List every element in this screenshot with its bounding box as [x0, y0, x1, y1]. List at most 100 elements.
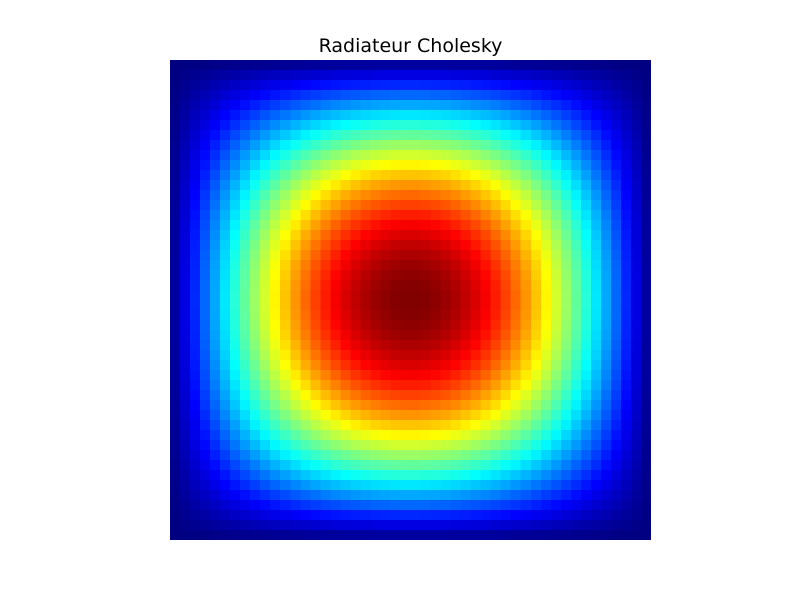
heatmap-cell	[220, 250, 231, 261]
heatmap-cell	[410, 180, 422, 191]
heatmap-cell	[500, 190, 512, 201]
heatmap-cell	[430, 400, 442, 411]
heatmap-cell	[350, 430, 361, 441]
heatmap-cell	[210, 290, 221, 301]
heatmap-cell	[580, 150, 592, 161]
heatmap-cell	[510, 370, 522, 381]
heatmap-cell	[240, 70, 251, 81]
heatmap-cell	[420, 210, 432, 221]
heatmap-cell	[290, 300, 301, 311]
heatmap-cell	[410, 360, 422, 371]
heatmap-cell	[470, 100, 482, 111]
heatmap-cell	[610, 300, 622, 311]
heatmap-cell	[470, 210, 482, 221]
heatmap-cell	[340, 330, 351, 341]
heatmap-cell	[260, 490, 271, 501]
heatmap-cell	[270, 80, 281, 91]
heatmap-cell	[520, 340, 532, 351]
heatmap-cell	[280, 520, 291, 531]
heatmap-cell	[510, 410, 522, 421]
heatmap-cell	[520, 320, 532, 331]
heatmap-cell	[350, 410, 361, 421]
heatmap-cell	[580, 280, 592, 291]
heatmap-cell	[200, 300, 211, 311]
heatmap-cell	[330, 270, 341, 281]
heatmap-cell	[390, 390, 402, 401]
heatmap-cell	[310, 90, 321, 101]
heatmap-cell	[620, 390, 632, 401]
heatmap-cell	[380, 350, 392, 361]
heatmap-cell	[570, 160, 582, 171]
heatmap-cell	[360, 250, 372, 261]
heatmap-cell	[520, 310, 532, 321]
heatmap-cell	[630, 150, 642, 161]
heatmap-cell	[530, 140, 542, 151]
heatmap-cell	[460, 270, 472, 281]
heatmap-cell	[430, 360, 442, 371]
heatmap-cell	[350, 520, 361, 531]
heatmap-cell	[540, 240, 552, 251]
heatmap-cell	[450, 110, 462, 121]
heatmap-cell	[320, 450, 331, 461]
heatmap-cell	[340, 520, 351, 531]
heatmap-cell	[180, 190, 191, 201]
heatmap-cell	[550, 490, 562, 501]
heatmap-cell	[180, 420, 191, 431]
heatmap-cell	[390, 190, 402, 201]
heatmap-cell	[570, 120, 582, 131]
heatmap-cell	[250, 80, 261, 91]
heatmap-cell	[470, 150, 482, 161]
heatmap-cell	[210, 380, 221, 391]
heatmap-cell	[600, 480, 612, 491]
heatmap-cell	[530, 250, 542, 261]
heatmap-cell	[310, 280, 321, 291]
heatmap-cell	[570, 310, 582, 321]
heatmap-cell	[500, 230, 512, 241]
heatmap-cell	[190, 200, 201, 211]
heatmap-cell	[340, 120, 351, 131]
heatmap-cell	[230, 230, 241, 241]
heatmap-cell	[320, 490, 331, 501]
heatmap-cell	[550, 340, 562, 351]
heatmap-cell	[450, 210, 462, 221]
heatmap-cell	[540, 420, 552, 431]
heatmap-cell	[470, 390, 482, 401]
heatmap-cell	[470, 480, 482, 491]
heatmap-cell	[520, 270, 532, 281]
heatmap-cell	[170, 530, 181, 540]
heatmap-cell	[460, 340, 472, 351]
heatmap-cell	[230, 220, 241, 231]
heatmap-cell	[510, 220, 522, 231]
heatmap-cell	[620, 420, 632, 431]
heatmap-cell	[630, 450, 642, 461]
heatmap-cell	[550, 450, 562, 461]
heatmap-cell	[290, 250, 301, 261]
heatmap-cell	[180, 220, 191, 231]
heatmap-cell	[200, 470, 211, 481]
heatmap-cell	[420, 240, 432, 251]
heatmap-cell	[270, 390, 281, 401]
heatmap-cell	[490, 290, 502, 301]
heatmap-cell	[380, 60, 392, 71]
heatmap-cell	[410, 230, 422, 241]
heatmap-cell	[260, 480, 271, 491]
heatmap-cell	[610, 360, 622, 371]
heatmap-cell	[420, 500, 432, 511]
heatmap-cell	[420, 390, 432, 401]
heatmap-cell	[550, 160, 562, 171]
heatmap-cell	[350, 280, 361, 291]
heatmap-cell	[570, 270, 582, 281]
heatmap-cell	[450, 220, 462, 231]
heatmap-cell	[390, 330, 402, 341]
heatmap-cell	[330, 410, 341, 421]
heatmap-cell	[510, 210, 522, 221]
heatmap-cell	[440, 120, 452, 131]
heatmap-cell	[410, 250, 422, 261]
heatmap-cell	[280, 460, 291, 471]
heatmap-cell	[430, 70, 442, 81]
heatmap-cell	[620, 440, 632, 451]
heatmap-cell	[290, 490, 301, 501]
heatmap-cell	[400, 340, 412, 351]
heatmap-cell	[200, 150, 211, 161]
heatmap-cell	[250, 470, 261, 481]
